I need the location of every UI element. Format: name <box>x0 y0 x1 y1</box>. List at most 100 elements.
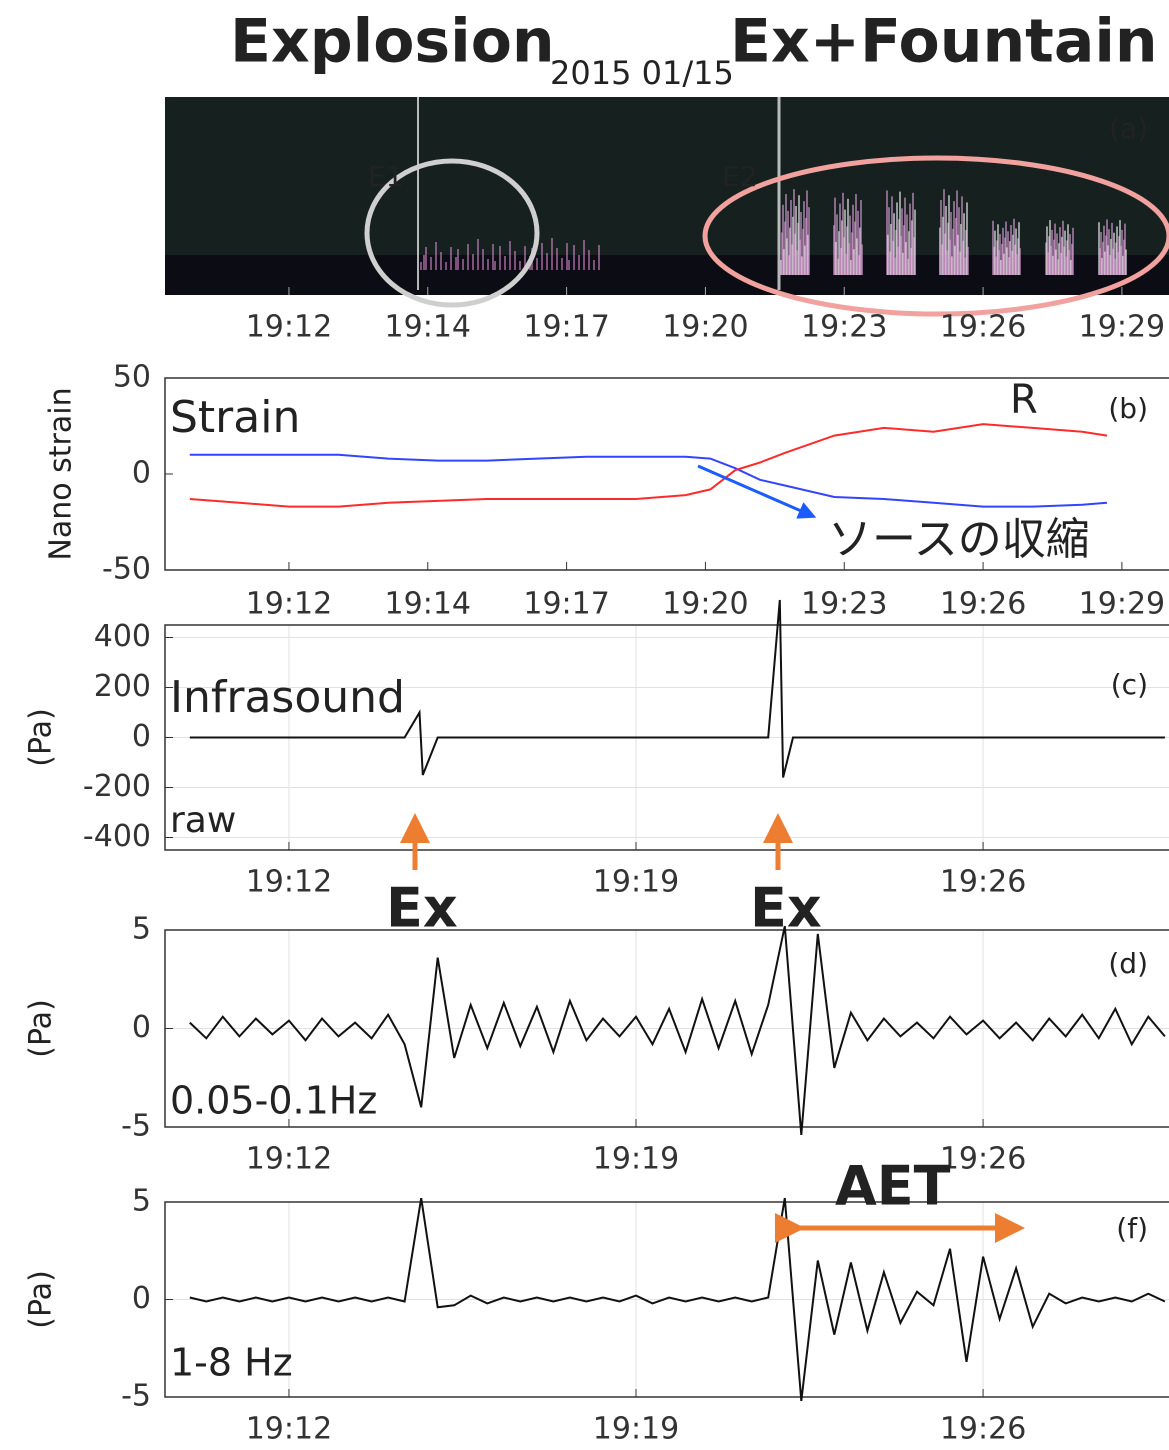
y-axis-label: Nano strain <box>44 387 79 560</box>
panel-label: (d) <box>1108 947 1148 980</box>
spectrogram-energy <box>860 200 862 275</box>
spectrogram-energy <box>844 209 846 275</box>
spectrogram-energy <box>573 245 575 270</box>
spectrogram-energy <box>945 206 947 275</box>
spectrogram-energy <box>1103 225 1105 275</box>
y-tick-label: 0 <box>132 1010 151 1045</box>
spectrogram-energy <box>948 195 950 275</box>
spectrogram-energy <box>997 224 999 275</box>
x-tick-label: 19:12 <box>246 1142 332 1177</box>
spectrogram-energy <box>790 200 792 275</box>
highlight-e2 <box>702 155 1169 317</box>
x-tick-label: 19:12 <box>246 865 332 900</box>
x-tick-label: 19:12 <box>246 1412 332 1447</box>
annotation: ソースの収縮 <box>828 514 1090 565</box>
x-tick-label: 19:12 <box>246 587 332 622</box>
y-tick-label: -5 <box>121 1379 151 1414</box>
x-tick-label: 19:29 <box>1079 310 1165 345</box>
spectrogram-energy <box>423 255 425 270</box>
spectrogram-energy <box>450 247 452 270</box>
spectrogram-energy <box>519 261 521 270</box>
annotation: 0.05-0.1Hz <box>170 1079 377 1123</box>
spectrogram-energy <box>1069 234 1071 275</box>
panel-label: (f) <box>1116 1212 1148 1245</box>
spectrogram-energy <box>1007 231 1009 275</box>
y-axis-label: (Pa) <box>24 1270 59 1329</box>
spectrogram-energy <box>808 207 810 275</box>
annotation: 1-8 Hz <box>170 1341 293 1385</box>
spectrogram-energy <box>445 262 447 270</box>
spectrogram-energy <box>457 249 459 270</box>
spectrogram-energy <box>1056 233 1058 275</box>
y-tick-label: -50 <box>102 552 151 587</box>
spectrogram-energy <box>583 240 585 270</box>
spectrogram-energy <box>425 247 427 270</box>
data-line <box>189 599 1165 778</box>
spectrogram-energy <box>1054 223 1056 275</box>
y-tick-label: 50 <box>113 360 151 395</box>
spectrogram-energy <box>891 196 893 275</box>
x-tick-label: 19:17 <box>523 587 609 622</box>
spectrogram-energy <box>435 242 437 270</box>
annotation: E1 <box>368 160 404 193</box>
spectrogram-energy <box>914 209 916 275</box>
x-tick-label: 19:23 <box>801 310 887 345</box>
spectrogram-energy <box>1002 227 1004 275</box>
spectrogram-energy <box>598 245 600 270</box>
spectrogram-energy <box>966 202 968 275</box>
spectrogram-energy <box>953 201 955 275</box>
spectrogram-energy <box>806 190 808 275</box>
spectrogram-energy <box>1121 229 1123 275</box>
spectrogram-energy <box>494 261 496 270</box>
spectrogram-energy <box>1015 228 1017 275</box>
panel-label: (b) <box>1108 392 1148 425</box>
annotation: Ex+Fountain <box>730 7 1158 77</box>
spectrogram-energy <box>509 241 511 270</box>
x-tick-label: 19:17 <box>523 310 609 345</box>
spectrogram-energy <box>588 250 590 270</box>
spectrogram-energy <box>787 210 789 275</box>
data-line <box>189 925 1166 1135</box>
data-line <box>189 1197 1166 1402</box>
date-label: 2015 01/15 <box>550 54 734 92</box>
spectrogram-energy <box>455 257 457 270</box>
spectrogram-energy <box>1067 224 1069 275</box>
y-tick-label: 5 <box>132 1184 151 1219</box>
spectrogram-energy <box>524 246 526 270</box>
spectrogram-energy <box>1010 225 1012 275</box>
y-tick-label: -5 <box>121 1109 151 1144</box>
spectrogram-energy <box>904 197 906 275</box>
annotation: E2 <box>722 160 758 193</box>
annotation: AET <box>835 1155 951 1218</box>
data-line <box>189 453 1108 508</box>
spectrogram-energy <box>1124 223 1126 275</box>
spectrogram-energy <box>943 189 945 275</box>
spectrogram-energy <box>857 210 859 275</box>
panel-label: (c) <box>1111 668 1148 701</box>
spectrogram-energy <box>888 207 890 275</box>
y-tick-label: 5 <box>132 912 151 947</box>
spectrogram-energy <box>546 253 548 270</box>
spectrogram-energy <box>958 207 960 275</box>
spectrogram-energy <box>566 243 568 270</box>
spectrogram-energy <box>1113 232 1115 275</box>
spectrogram-energy <box>950 212 952 275</box>
spectrogram-energy <box>999 234 1001 275</box>
x-tick-label: 19:26 <box>940 587 1026 622</box>
spectrogram-energy <box>420 262 422 270</box>
spectrogram-energy <box>886 190 888 275</box>
x-tick-label: 19:19 <box>593 1412 679 1447</box>
spectrogram-energy <box>477 239 479 270</box>
spectrogram-energy <box>541 243 543 270</box>
spectrogram-energy <box>793 189 795 275</box>
annotation: raw <box>170 800 236 841</box>
spectrogram-energy <box>1051 229 1053 275</box>
panel-label: (a) <box>1109 112 1148 145</box>
spectrogram-energy <box>551 238 553 270</box>
spectrogram-energy <box>1059 227 1061 275</box>
spectrogram-energy <box>568 260 570 270</box>
spectrogram-energy <box>847 198 849 275</box>
spectrogram-energy <box>956 190 958 275</box>
spectrogram-energy <box>852 204 854 275</box>
